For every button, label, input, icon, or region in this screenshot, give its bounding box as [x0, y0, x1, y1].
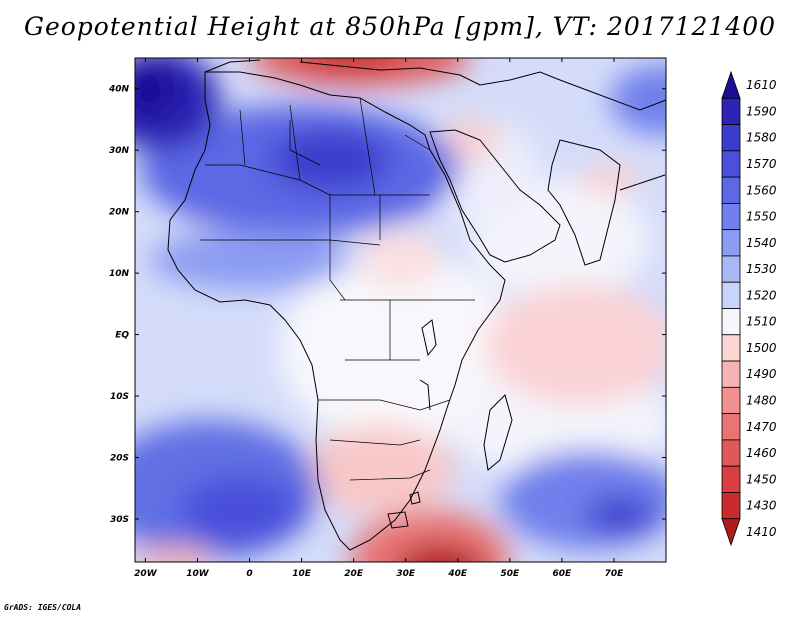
colorbar-label: 1540: [746, 236, 777, 250]
colorbar-swatch: [721, 150, 741, 178]
colorbar-swatch: [721, 97, 741, 125]
lat-tick-label: 30S: [110, 515, 129, 525]
colorbar-swatch: [721, 255, 741, 283]
colorbar-swatch: [721, 308, 741, 336]
map-title: Geopotential Height at 850hPa [gpm], VT:…: [23, 12, 777, 41]
colorbar-swatch: [721, 386, 741, 415]
lon-tick-label: 30E: [396, 569, 416, 579]
lat-tick-label: 20S: [110, 454, 129, 464]
lat-tick-label: 40N: [108, 85, 130, 95]
colorbar-swatch: [721, 334, 741, 362]
colorbar-label: 1470: [746, 420, 777, 434]
longitude-axis: 20W 10W 0 10E 20E 30E 40E 50E 60E 70E: [134, 58, 624, 579]
colorbar-label: 1460: [746, 446, 777, 460]
colorbar-label: 1590: [746, 104, 777, 118]
lat-tick-label: EQ: [115, 331, 129, 341]
grads-credit: GrADS: IGES/COLA: [4, 603, 82, 612]
lat-tick-label: 20N: [109, 208, 130, 218]
colorbar-swatch: [721, 492, 741, 520]
lat-tick-label: 10S: [110, 392, 129, 402]
colorbar-swatch: [721, 229, 741, 257]
colorbar-label: 1480: [746, 393, 777, 407]
colorbar-label: 1550: [746, 210, 777, 224]
colorbar-swatch: [721, 70, 741, 99]
colorbar-swatch: [721, 518, 741, 547]
lon-tick-label: 50E: [500, 569, 520, 579]
lon-tick-label: 70E: [605, 569, 625, 579]
height-field: [135, 58, 666, 562]
colorbar-label: 1610: [746, 78, 777, 92]
colorbar-label: 1530: [746, 262, 777, 276]
colorbar-label: 1570: [746, 157, 777, 171]
map-frame: [134, 57, 667, 563]
colorbar-label: 1410: [746, 525, 777, 539]
latitude-axis: 40N 30N 20N 10N EQ 10S 20S 30S: [108, 85, 666, 525]
colorbar-label: 1500: [746, 341, 777, 355]
lon-tick-label: 0: [246, 569, 252, 579]
colorbar-swatch: [721, 465, 741, 493]
lon-tick-label: 10E: [292, 569, 312, 579]
colorbar-label: 1520: [746, 288, 777, 302]
colorbar-label: 1560: [746, 183, 777, 197]
colorbar-swatch: [721, 176, 741, 204]
colorbar-swatch: [721, 413, 741, 441]
country-borders: [200, 97, 475, 481]
colorbar-swatch: [721, 281, 741, 309]
lat-tick-label: 10N: [109, 269, 130, 279]
colorbar-label: 1450: [746, 472, 777, 486]
colorbar-swatch: [721, 202, 741, 231]
colorbar-label: 1580: [746, 131, 777, 145]
colorbar-swatch: [721, 124, 741, 152]
lon-tick-label: 60E: [553, 569, 573, 579]
lon-tick-label: 20W: [134, 569, 158, 579]
colorbar-label: 1510: [746, 315, 777, 329]
lat-tick-label: 30N: [109, 146, 130, 156]
colorbar: 1610 1590 1580 1570 1560 1550 1540 1530 1520 1510…: [721, 70, 777, 547]
lon-tick-label: 20E: [344, 569, 364, 579]
colorbar-label: 1490: [746, 367, 777, 381]
colorbar-swatch: [721, 439, 741, 467]
lon-tick-label: 10W: [186, 569, 210, 579]
colorbar-label: 1430: [746, 499, 777, 513]
lon-tick-label: 40E: [447, 569, 468, 579]
colorbar-swatch: [721, 360, 741, 388]
